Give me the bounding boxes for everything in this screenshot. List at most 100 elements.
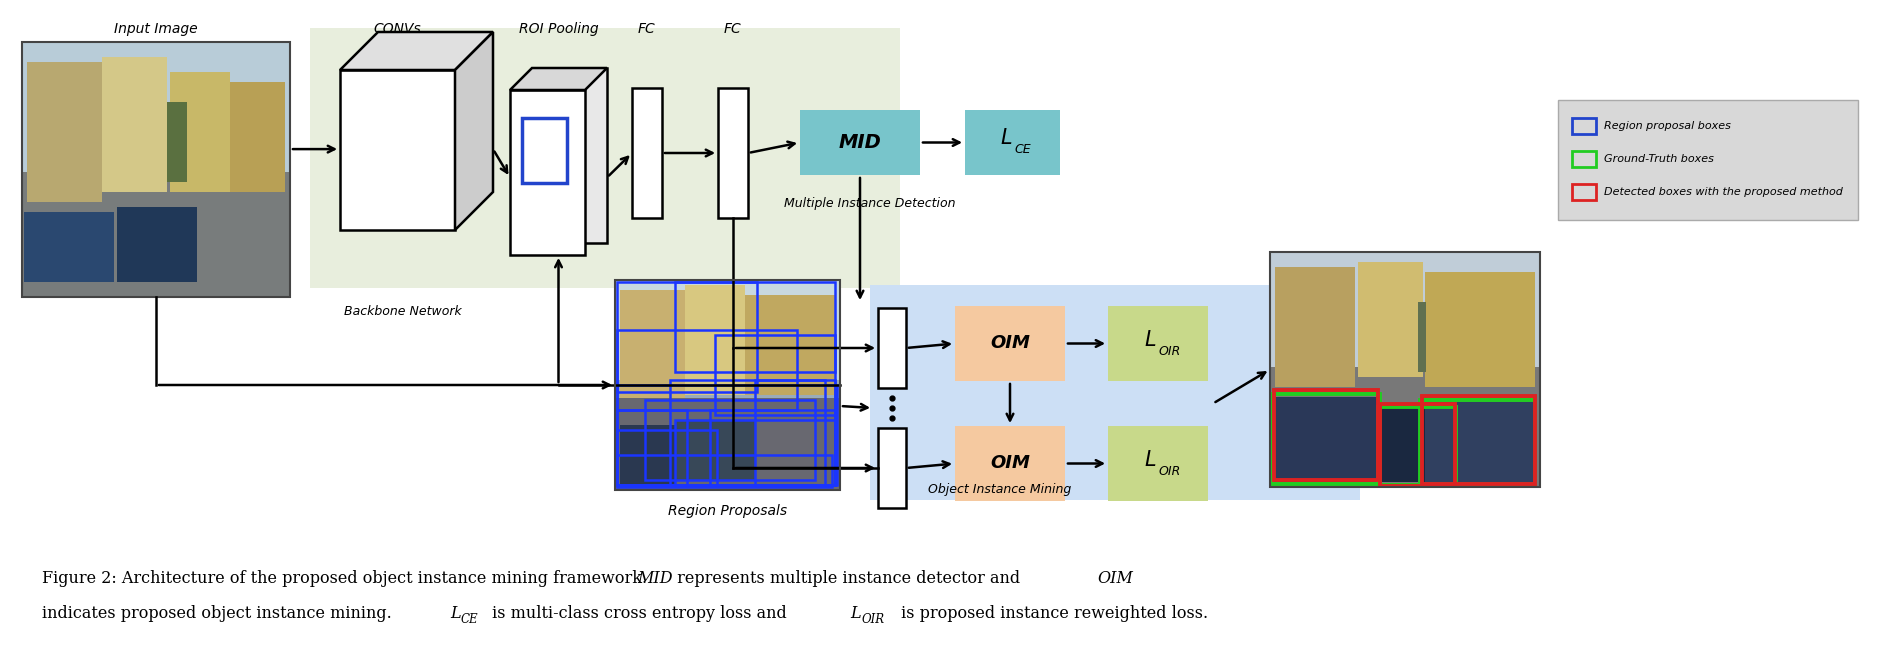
Text: CE: CE bbox=[462, 613, 479, 626]
Bar bbox=[1270, 252, 1539, 367]
Bar bbox=[23, 42, 290, 172]
Bar bbox=[1358, 262, 1422, 377]
Polygon shape bbox=[511, 90, 586, 255]
Bar bbox=[671, 380, 825, 485]
Bar bbox=[23, 42, 290, 297]
Text: Region proposal boxes: Region proposal boxes bbox=[1603, 121, 1731, 131]
Text: OIM: OIM bbox=[1096, 570, 1132, 587]
Bar bbox=[614, 280, 840, 490]
Bar bbox=[955, 426, 1064, 501]
Bar bbox=[1270, 367, 1539, 487]
Bar bbox=[710, 410, 835, 485]
Text: Region Proposals: Region Proposals bbox=[669, 504, 788, 518]
Bar bbox=[1272, 397, 1377, 482]
Text: CE: CE bbox=[1014, 143, 1031, 156]
Text: OIM: OIM bbox=[991, 454, 1031, 473]
Bar bbox=[614, 398, 840, 490]
Bar bbox=[1275, 267, 1355, 387]
Bar bbox=[631, 88, 661, 218]
Bar bbox=[801, 110, 919, 175]
Bar bbox=[1108, 306, 1208, 381]
Text: L: L bbox=[450, 605, 460, 622]
Bar bbox=[1377, 407, 1456, 485]
Bar bbox=[1270, 252, 1539, 487]
Polygon shape bbox=[339, 32, 494, 70]
Bar bbox=[1379, 404, 1454, 486]
Bar bbox=[674, 282, 835, 372]
Bar bbox=[614, 280, 840, 380]
Bar bbox=[616, 410, 688, 485]
Polygon shape bbox=[339, 70, 456, 230]
Bar bbox=[1424, 402, 1535, 482]
Bar bbox=[965, 110, 1061, 175]
Text: L: L bbox=[850, 605, 861, 622]
Bar bbox=[26, 62, 102, 202]
Bar bbox=[522, 118, 567, 183]
Text: indicates proposed object instance mining.: indicates proposed object instance minin… bbox=[41, 605, 398, 622]
Bar bbox=[755, 380, 835, 485]
Bar bbox=[616, 455, 833, 487]
Bar bbox=[1421, 400, 1535, 484]
Text: OIR: OIR bbox=[1159, 465, 1181, 478]
Bar bbox=[616, 282, 757, 392]
Bar bbox=[674, 420, 755, 480]
Text: OIM: OIM bbox=[991, 334, 1031, 353]
Text: FC: FC bbox=[723, 22, 742, 36]
Polygon shape bbox=[531, 68, 607, 243]
Bar bbox=[1571, 151, 1596, 167]
Bar bbox=[614, 280, 840, 490]
Bar bbox=[1558, 100, 1858, 220]
Bar bbox=[117, 207, 198, 282]
Text: Figure 2: Architecture of the proposed object instance mining framework.: Figure 2: Architecture of the proposed o… bbox=[41, 570, 652, 587]
Bar bbox=[686, 285, 744, 395]
Bar bbox=[620, 425, 674, 485]
Text: MID: MID bbox=[838, 133, 882, 152]
Bar bbox=[24, 212, 115, 282]
Text: L: L bbox=[1144, 449, 1155, 469]
Text: L: L bbox=[1000, 128, 1012, 149]
Bar bbox=[955, 306, 1064, 381]
Bar bbox=[878, 308, 906, 388]
Bar bbox=[1422, 396, 1535, 484]
Bar bbox=[1377, 407, 1453, 482]
Bar bbox=[674, 420, 835, 485]
Text: Input Image: Input Image bbox=[115, 22, 198, 36]
Text: ROI Pooling: ROI Pooling bbox=[518, 22, 599, 36]
Bar bbox=[102, 57, 168, 192]
Bar bbox=[1108, 426, 1208, 501]
Text: Ground-Truth boxes: Ground-Truth boxes bbox=[1603, 154, 1714, 164]
Text: OIR: OIR bbox=[863, 613, 885, 626]
Text: L: L bbox=[1144, 329, 1155, 349]
Bar bbox=[1571, 118, 1596, 134]
Bar bbox=[1571, 184, 1596, 200]
Bar bbox=[1274, 390, 1377, 480]
Bar bbox=[878, 428, 906, 508]
Bar bbox=[1272, 394, 1379, 484]
Bar bbox=[230, 82, 284, 192]
Bar bbox=[616, 330, 797, 410]
Bar bbox=[744, 295, 835, 395]
Polygon shape bbox=[511, 68, 607, 90]
Bar bbox=[616, 430, 718, 485]
Bar bbox=[170, 72, 230, 192]
Text: Multiple Instance Detection: Multiple Instance Detection bbox=[784, 197, 955, 210]
Text: Object Instance Mining: Object Instance Mining bbox=[929, 484, 1072, 497]
Polygon shape bbox=[456, 32, 494, 230]
Text: is multi-class cross entropy loss and: is multi-class cross entropy loss and bbox=[486, 605, 791, 622]
Bar bbox=[168, 102, 187, 182]
Text: represents multiple instance detector and: represents multiple instance detector an… bbox=[673, 570, 1025, 587]
Text: CONVs: CONVs bbox=[373, 22, 422, 36]
Text: OIR: OIR bbox=[1159, 345, 1181, 358]
Text: MID: MID bbox=[637, 570, 673, 587]
Text: FC: FC bbox=[639, 22, 656, 36]
Bar bbox=[718, 88, 748, 218]
Bar bbox=[1424, 272, 1535, 387]
Text: Detected boxes with the proposed method: Detected boxes with the proposed method bbox=[1603, 187, 1843, 197]
Bar bbox=[23, 172, 290, 297]
Bar bbox=[1419, 302, 1426, 372]
Bar bbox=[616, 385, 836, 485]
Bar bbox=[311, 28, 901, 288]
Bar bbox=[620, 290, 686, 400]
Text: is proposed instance reweighted loss.: is proposed instance reweighted loss. bbox=[897, 605, 1208, 622]
Text: Backbone Network: Backbone Network bbox=[343, 305, 462, 318]
